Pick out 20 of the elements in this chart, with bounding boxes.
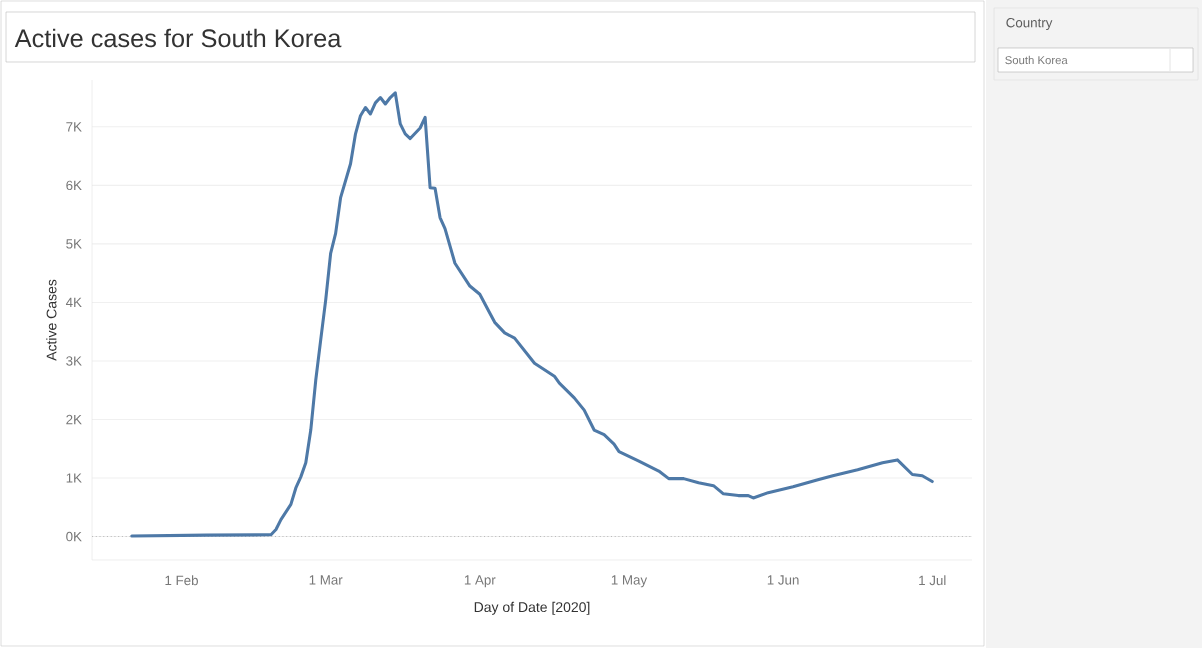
y-axis-title: Active Cases: [46, 279, 57, 361]
x-tick-label: 1 Jun: [767, 575, 799, 585]
y-tick-label: 1K: [66, 473, 82, 483]
y-tick-label: 3K: [66, 356, 82, 366]
y-tick-label: 0K: [66, 531, 82, 542]
y-tick-label: 4K: [65, 297, 82, 308]
text: South Korea: [1005, 55, 1068, 65]
chart-title: Active cases for South Korea: [14, 28, 342, 48]
x-axis-title: Day of Date [2020]: [474, 601, 590, 615]
text: Country: [1006, 17, 1053, 31]
x-tick-label: 1 Mar: [309, 575, 343, 585]
x-tick-label: 1 Apr: [464, 575, 496, 588]
x-tick-label: 1 May: [611, 575, 648, 588]
y-tick-label: 2K: [66, 414, 82, 425]
x-tick-label: 1 Feb: [165, 575, 198, 586]
x-tick-label: 1 Jul: [919, 575, 946, 586]
y-tick-label: 6K: [66, 180, 82, 191]
y-tick-label: 7K: [66, 122, 82, 132]
line-series: [130, 91, 934, 538]
y-tick-label: 5K: [66, 239, 82, 249]
